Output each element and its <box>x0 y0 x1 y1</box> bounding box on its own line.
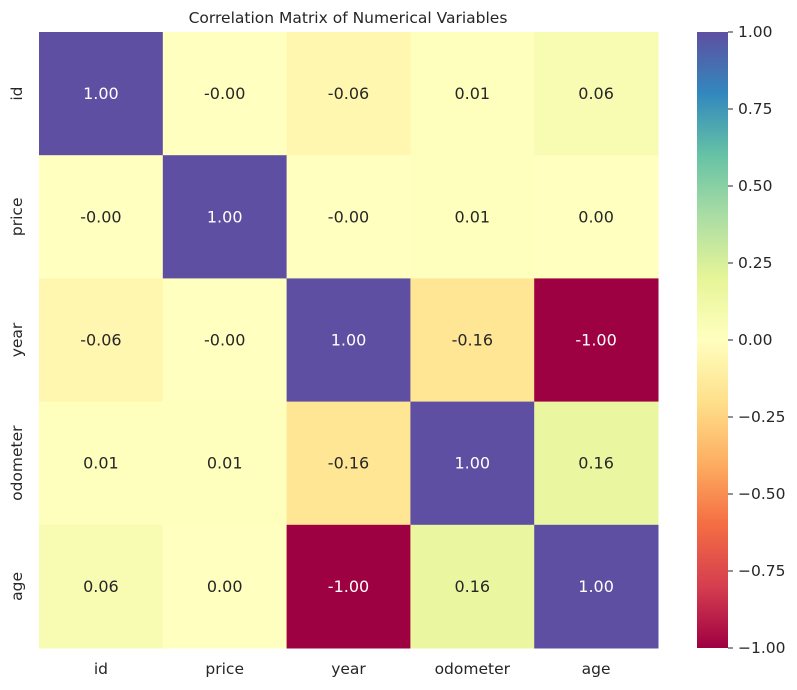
cell-value-label: -1.00 <box>328 577 369 596</box>
heatmap-cell-price-age <box>534 155 659 279</box>
cell-value-label: 1.00 <box>83 84 119 103</box>
colorbar-tick-label: 0.25 <box>738 254 773 272</box>
heatmap-cell-age-odometer <box>410 524 535 649</box>
y-tick-label-year: year <box>8 322 26 357</box>
heatmap-cell-age-price <box>162 524 288 649</box>
heatmap-cell-id-odometer <box>410 32 535 156</box>
heatmap-cell-odometer-price <box>162 401 288 526</box>
cell-value-label: -0.06 <box>80 331 121 350</box>
heatmap-cell-year-id <box>39 278 164 403</box>
heatmap-cell-age-age <box>534 524 659 649</box>
cell-value-label: -0.06 <box>328 84 369 103</box>
cell-value-label: 1.00 <box>578 577 614 596</box>
cell-value-label: 1.00 <box>207 207 243 226</box>
y-axis: id price year odometer age <box>8 87 26 601</box>
chart-title: Correlation Matrix of Numerical Variable… <box>189 9 508 27</box>
colorbar: 1.00 0.75 0.50 0.25 0.00 −0.25 −0.50 −0.75 −1.00 <box>697 23 786 657</box>
colorbar-tick-label: −0.50 <box>738 485 786 503</box>
x-tick-label-price: price <box>205 660 244 678</box>
heatmap-cell-odometer-id <box>39 401 164 526</box>
x-axis: id price year odometer age <box>94 660 611 678</box>
heatmap-cell-year-age <box>534 278 659 403</box>
x-tick-label-id: id <box>94 660 108 678</box>
cell-value-label: 0.00 <box>207 577 243 596</box>
colorbar-tick-label: 0.00 <box>738 331 773 349</box>
colorbar-tick-label: −0.25 <box>738 408 786 426</box>
cell-value-label: -0.16 <box>328 454 369 473</box>
y-tick-label-odometer: odometer <box>8 425 26 501</box>
cell-value-label: -0.00 <box>80 207 121 226</box>
heatmap-cell-labels: 1.00 -0.00 -0.06 0.01 0.06 -0.00 1.00 -0.00 0.01… <box>80 84 617 596</box>
heatmap-cell-year-odometer <box>410 278 535 403</box>
cell-value-label: -0.00 <box>204 84 245 103</box>
colorbar-tick-label: 1.00 <box>738 23 773 41</box>
heatmap-cell-price-price <box>162 155 288 279</box>
y-tick-label-age: age <box>8 572 26 601</box>
heatmap-cell-id-id <box>39 32 164 156</box>
heatmap-cell-price-year <box>286 155 411 279</box>
colorbar-tick-label: 0.50 <box>738 177 773 195</box>
heatmap-cells <box>39 32 659 649</box>
colorbar-tick-label: 0.75 <box>738 100 773 118</box>
cell-value-label: 0.06 <box>83 577 119 596</box>
cell-value-label: 0.16 <box>578 454 614 473</box>
cell-value-label: 0.16 <box>454 577 490 596</box>
heatmap-cell-id-age <box>534 32 659 156</box>
colorbar-tick-label: −1.00 <box>738 639 786 657</box>
cell-value-label: 0.01 <box>83 454 119 473</box>
x-tick-label-age: age <box>582 660 611 678</box>
x-tick-label-odometer: odometer <box>435 660 511 678</box>
cell-value-label: -0.00 <box>328 207 369 226</box>
cell-value-label: 0.06 <box>578 84 614 103</box>
heatmap-cell-age-year <box>286 524 411 649</box>
colorbar-tick-label: −0.75 <box>738 562 786 580</box>
x-tick-label-year: year <box>331 660 366 678</box>
heatmap-cell-year-year <box>286 278 411 403</box>
cell-value-label: 0.01 <box>454 207 490 226</box>
heatmap-cell-odometer-odometer <box>410 401 535 526</box>
y-tick-label-price: price <box>8 198 26 237</box>
heatmap-cell-year-price <box>162 278 288 403</box>
colorbar-gradient <box>697 32 728 648</box>
heatmap-cell-id-price <box>162 32 288 156</box>
heatmap-cell-price-odometer <box>410 155 535 279</box>
cell-value-label: -1.00 <box>575 331 616 350</box>
cell-value-label: -0.00 <box>204 331 245 350</box>
y-tick-label-id: id <box>8 87 26 101</box>
cell-value-label: 0.01 <box>454 84 490 103</box>
cell-value-label: 0.01 <box>207 454 243 473</box>
heatmap-cell-id-year <box>286 32 411 156</box>
heatmap-cell-price-id <box>39 155 164 279</box>
cell-value-label: -0.16 <box>452 331 493 350</box>
cell-value-label: 0.00 <box>578 207 614 226</box>
heatmap-cell-odometer-year <box>286 401 411 526</box>
heatmap-cell-age-id <box>39 524 164 649</box>
cell-value-label: 1.00 <box>331 331 367 350</box>
heatmap-cell-odometer-age <box>534 401 659 526</box>
cell-value-label: 1.00 <box>454 454 490 473</box>
